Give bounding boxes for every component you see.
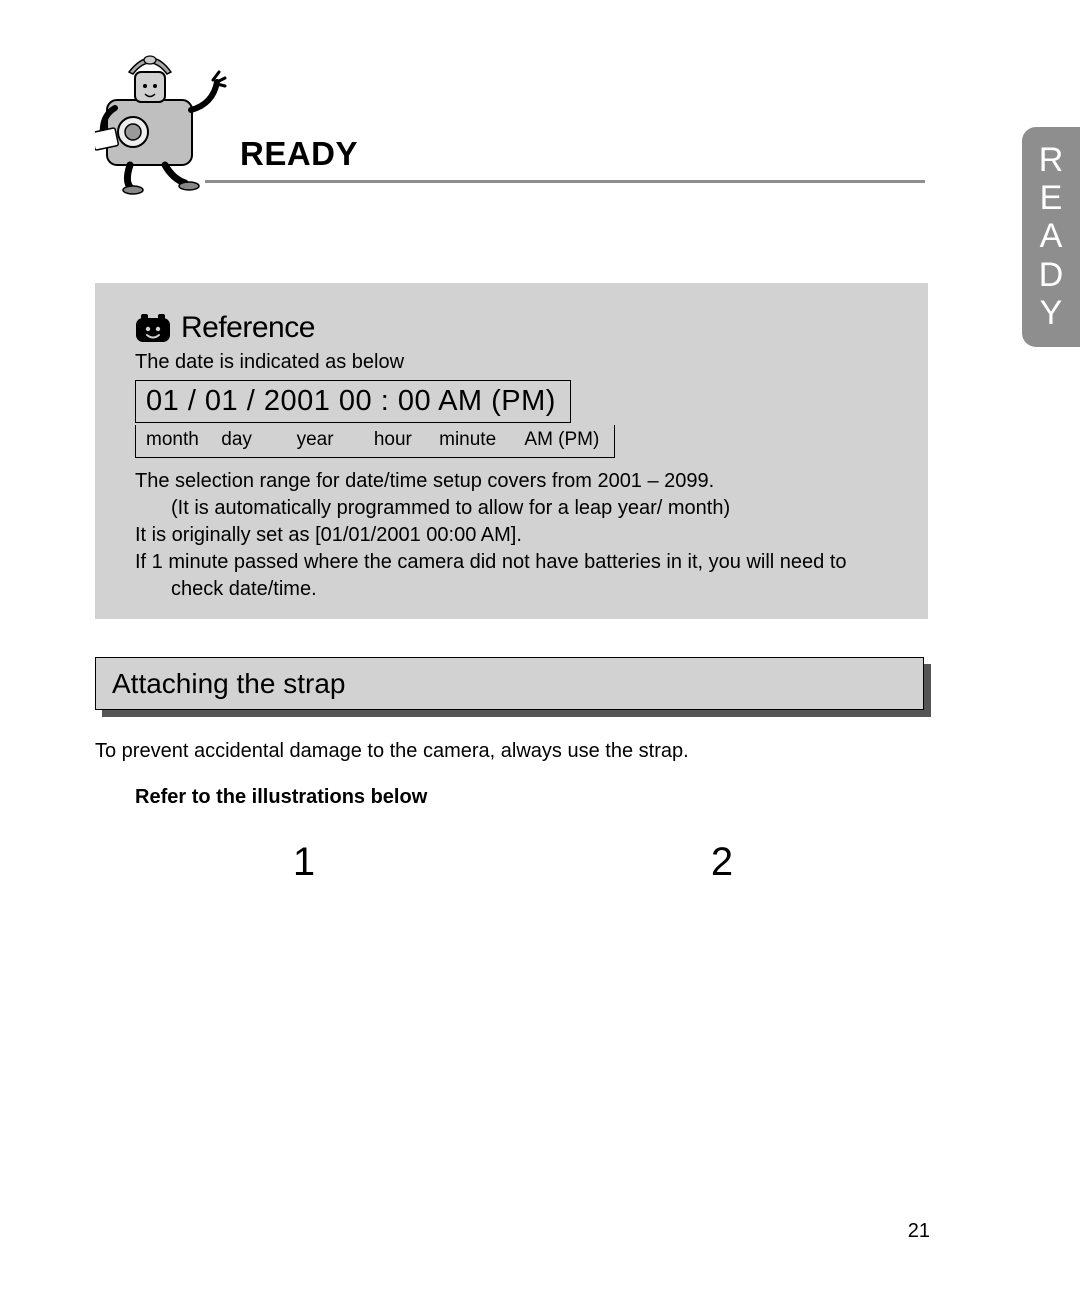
label-month: month: [146, 429, 216, 451]
strap-body-text: To prevent accidental damage to the came…: [95, 740, 689, 763]
camera-mascot-illustration: [95, 30, 230, 195]
step-number-2: 2: [513, 840, 931, 885]
page-title: READY: [240, 135, 358, 173]
page-number: 21: [908, 1220, 930, 1243]
ref-line: It is originally set as [01/01/2001 00:0…: [135, 524, 522, 546]
section-heading-strap: Attaching the strap: [95, 657, 931, 717]
step-number-1: 1: [95, 840, 513, 885]
side-tab-letter: R: [1039, 142, 1064, 179]
reference-body: The selection range for date/time setup …: [135, 468, 898, 603]
strap-refer-text: Refer to the illustrations below: [135, 786, 427, 809]
side-tab-letter: E: [1040, 180, 1063, 217]
reference-title: Reference: [181, 311, 315, 345]
header-rule: [205, 180, 925, 183]
heading-bar: Attaching the strap: [95, 657, 924, 710]
side-tab-letter: Y: [1040, 295, 1063, 332]
label-ampm: AM (PM): [524, 429, 604, 451]
side-tab-ready: R E A D Y: [1022, 127, 1080, 347]
reference-box: Reference The date is indicated as below…: [95, 283, 928, 619]
label-day: day: [221, 429, 291, 451]
label-hour: hour: [374, 429, 434, 451]
label-year: year: [297, 429, 369, 451]
date-format-labels: month day year hour minute AM (PM): [135, 425, 615, 458]
reference-icon: [135, 313, 171, 343]
label-minute: minute: [439, 429, 519, 451]
ref-line: (It is automatically programmed to allow…: [135, 495, 898, 522]
strap-step-numbers: 1 2: [95, 840, 931, 885]
ref-line: The selection range for date/time setup …: [135, 470, 714, 492]
heading-text: Attaching the strap: [112, 668, 345, 700]
ref-line: If 1 minute passed where the camera did …: [135, 551, 847, 573]
side-tab-letter: D: [1039, 257, 1064, 294]
ref-line: check date/time.: [135, 576, 898, 603]
date-format-display: 01 / 01 / 2001 00 : 00 AM (PM): [135, 380, 571, 423]
reference-subtitle: The date is indicated as below: [135, 351, 898, 374]
side-tab-letter: A: [1040, 218, 1063, 255]
